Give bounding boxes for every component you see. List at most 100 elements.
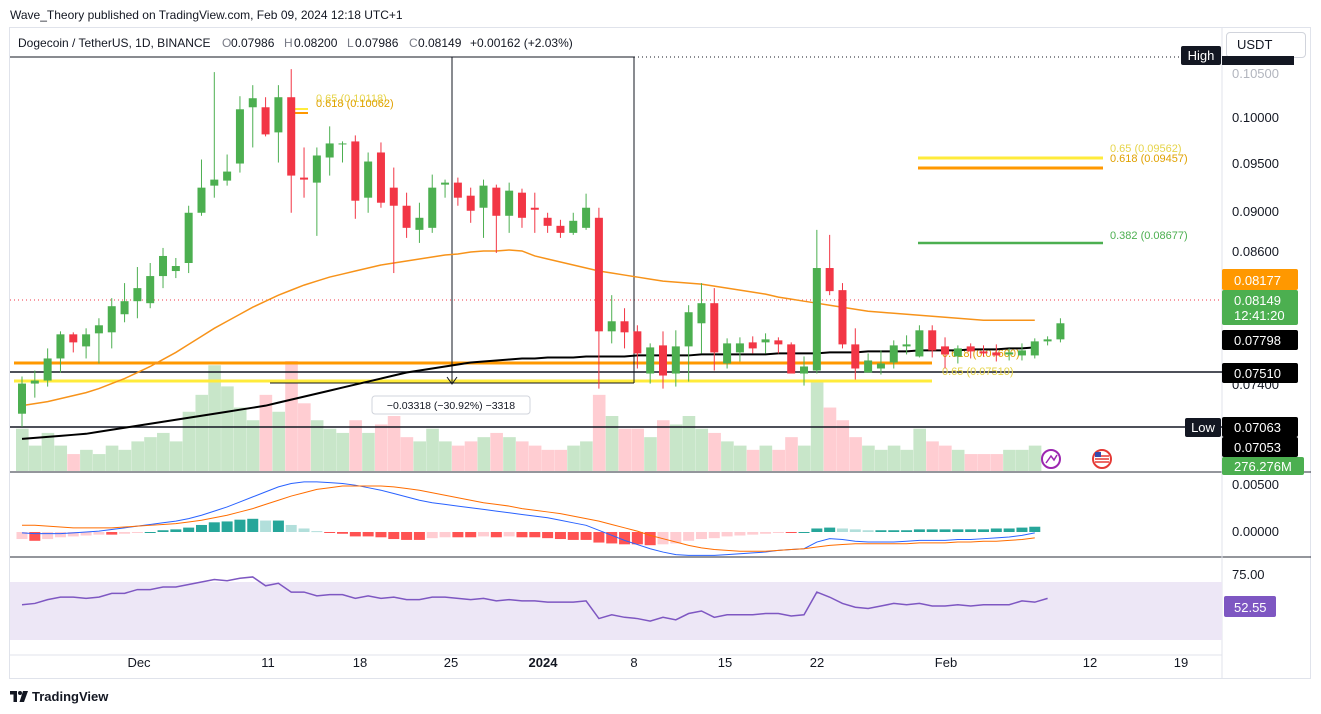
y-tick-label: 0.08600: [1232, 244, 1279, 259]
volume-bar: [772, 449, 785, 471]
candle-body: [1043, 339, 1052, 342]
macd-histogram-bar: [221, 521, 233, 532]
price-badges: High 0.08177 0.08149 12:41:20 0.07798 0.…: [1181, 46, 1304, 617]
candle-body: [184, 212, 193, 264]
volume-bar: [554, 449, 568, 471]
macd-histogram-bar: [670, 532, 682, 544]
candle-body: [902, 344, 911, 347]
candle-body: [723, 343, 732, 364]
low2-price: 0.07053: [1234, 440, 1281, 455]
candle-body: [787, 344, 796, 374]
sma200-price-box: [1222, 330, 1298, 350]
candle-body: [889, 345, 898, 363]
fib-upper-0618-label: 0.618 (0.09457): [1110, 153, 1188, 165]
candle-body: [1030, 341, 1039, 356]
macd-histogram-bar: [554, 532, 566, 540]
footer-brand[interactable]: TradingView: [10, 688, 108, 704]
volume-bar: [580, 441, 593, 471]
macd-histogram-bar: [683, 532, 695, 541]
volume-bar: [157, 432, 170, 471]
candle-body: [710, 303, 719, 353]
candle-body: [1056, 323, 1065, 340]
low-tag-box: [1185, 418, 1221, 437]
legend-high: 0.08200: [294, 36, 338, 50]
volume-layer: [16, 361, 1042, 471]
high-tag-box: [1181, 46, 1221, 65]
macd-histogram-bar: [721, 532, 733, 537]
candle-body: [274, 97, 283, 133]
candle-body: [659, 345, 667, 376]
x-tick-label: Dec: [127, 655, 151, 670]
candle-body: [646, 347, 655, 374]
volume-bar: [195, 394, 209, 471]
macd-histogram-bar: [785, 532, 797, 533]
us-flag-canton: [1095, 452, 1101, 457]
candle-body: [505, 190, 514, 216]
macd-histogram-bar: [311, 531, 323, 533]
macd-histogram-bar: [324, 532, 336, 533]
volume-bar: [233, 407, 247, 471]
candle-body: [18, 383, 26, 414]
volume-bar: [80, 449, 93, 471]
countdown: 12:41:20: [1234, 308, 1285, 323]
volume-bar: [221, 386, 234, 471]
macd-histogram-bar: [990, 528, 1002, 532]
quote-currency-button[interactable]: USDT: [1226, 32, 1306, 58]
macd-histogram-bar: [93, 532, 105, 535]
macd-histogram-bar: [465, 532, 477, 538]
candle-body: [248, 98, 257, 108]
volume-price-box: [1222, 457, 1304, 475]
macd-histogram-bar: [747, 532, 759, 535]
candle-body: [389, 187, 398, 206]
volume-bar: [310, 420, 324, 471]
macd-signal-line: [22, 485, 1035, 552]
low-price: 0.07063: [1234, 420, 1281, 435]
candle-body: [543, 217, 552, 226]
macd-histogram-bar: [978, 529, 989, 532]
low-price-box: [1222, 417, 1298, 437]
ema50-price-box: [1222, 269, 1298, 290]
macd-histogram-bar: [67, 532, 79, 537]
macd-histogram-bar: [298, 528, 310, 532]
volume-bar: [900, 449, 914, 471]
candle-body: [556, 225, 565, 233]
macd-histogram-bar: [413, 532, 425, 540]
volume-bar: [657, 420, 670, 471]
candle-body: [69, 334, 78, 343]
volume-bar: [874, 449, 888, 471]
measure-box: [371, 395, 531, 415]
volume-bar: [477, 437, 491, 471]
volume-bar: [67, 454, 80, 471]
macd-histogram-bar: [798, 532, 810, 533]
macd-histogram-bar: [836, 528, 848, 532]
candle-body: [146, 276, 155, 304]
macd-histogram-bar: [131, 532, 143, 533]
macd-histogram-bar: [516, 532, 528, 538]
legend-change: +0.00162 (+2.03%): [470, 36, 573, 50]
candle-body: [107, 306, 116, 333]
low-tag: Low: [1191, 420, 1215, 435]
macd-histogram-bar: [285, 524, 297, 532]
candle-body: [800, 366, 809, 374]
x-tick-label: 22: [810, 655, 824, 670]
macd-histogram-bar: [952, 529, 964, 532]
macd-histogram-bar: [426, 532, 438, 539]
macd-histogram-bar: [362, 532, 374, 537]
candle-body: [941, 346, 950, 355]
volume-bar: [592, 394, 606, 471]
macd-histogram-bar: [567, 532, 579, 540]
volume-bar: [644, 437, 657, 471]
candle-body: [56, 334, 65, 359]
volume-bar: [439, 441, 452, 471]
macd-histogram-bar: [1029, 526, 1041, 532]
volume-bar: [92, 454, 106, 471]
volume-bar: [682, 416, 696, 471]
candle-body: [864, 360, 873, 373]
indicator-alert-icon[interactable]: [1041, 449, 1061, 469]
candle-body: [517, 192, 526, 218]
fib-lower-065-label: 0.65 (0.07510): [942, 366, 1014, 378]
x-tick-label: 11: [261, 655, 275, 670]
volume-bar: [323, 428, 337, 471]
volume-bar: [285, 361, 298, 471]
